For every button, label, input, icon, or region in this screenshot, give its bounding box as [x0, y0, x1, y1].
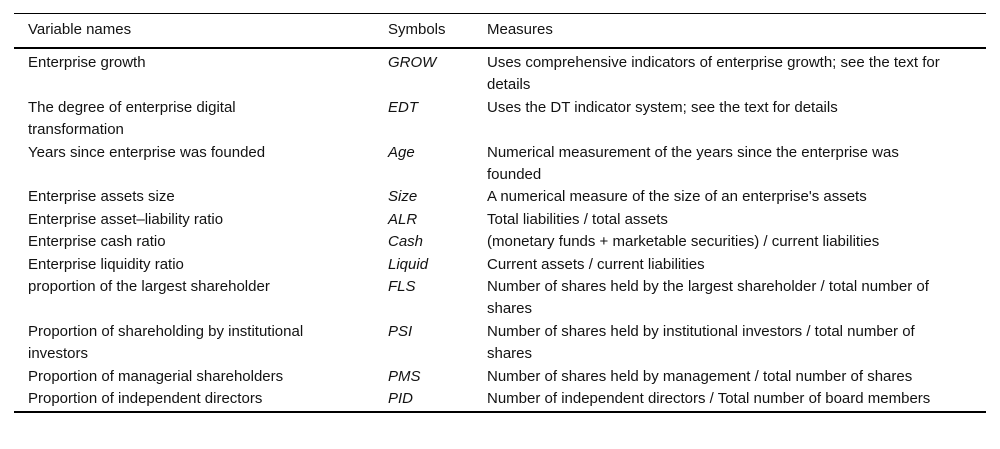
- column-header-variable-names: Variable names: [14, 13, 388, 49]
- measure-cell: Number of shares held by the largest sha…: [487, 278, 929, 318]
- table-row: Enterprise liquidity ratio Liquid Curren…: [14, 254, 986, 276]
- measure-cell: Uses comprehensive indicators of enterpr…: [487, 54, 940, 94]
- variable-name-cell: Enterprise liquidity ratio: [28, 255, 184, 273]
- variable-name-cell: Enterprise asset–liability ratio: [28, 210, 224, 228]
- table-body: Enterprise growth GROW Uses comprehensiv…: [14, 48, 986, 412]
- symbol-cell: EDT: [388, 98, 418, 116]
- variable-name-cell: Years since enterprise was founded: [28, 143, 266, 161]
- symbol-cell: ALR: [388, 210, 418, 228]
- variable-name-cell: Proportion of independent directors: [28, 390, 263, 408]
- variable-name-cell: Proportion of shareholding by institutio…: [28, 322, 304, 363]
- symbol-cell: PID: [388, 390, 414, 408]
- measure-cell: Number of independent directors / Total …: [487, 390, 931, 408]
- table-row: Enterprise assets size Size A numerical …: [14, 186, 986, 208]
- table-row: Proportion of managerial shareholders PM…: [14, 366, 986, 388]
- measure-cell: Number of shares held by institutional i…: [487, 322, 915, 363]
- symbol-cell: PSI: [388, 322, 413, 340]
- variable-name-cell: The degree of enterprise digital transfo…: [28, 98, 236, 139]
- variables-table-container: Variable names Symbols Measures Enterpri…: [14, 13, 986, 413]
- measure-cell: A numerical measure of the size of an en…: [487, 188, 867, 206]
- measure-cell: (monetary funds + marketable securities)…: [487, 233, 880, 251]
- variable-name-cell: Enterprise cash ratio: [28, 233, 166, 251]
- symbol-cell: FLS: [388, 278, 416, 296]
- table-header: Variable names Symbols Measures: [14, 13, 986, 49]
- symbol-cell: GROW: [388, 54, 437, 71]
- measure-cell: Total liabilities / total assets: [487, 210, 668, 228]
- column-header-symbols: Symbols: [388, 13, 487, 49]
- table-row: Enterprise growth GROW Uses comprehensiv…: [14, 48, 986, 97]
- variable-name-cell: Proportion of managerial shareholders: [28, 367, 284, 385]
- measure-cell: Current assets / current liabilities: [487, 255, 705, 273]
- table-row: The degree of enterprise digital transfo…: [14, 97, 986, 142]
- table-row: Proportion of shareholding by institutio…: [14, 321, 986, 366]
- measure-cell: Uses the DT indicator system; see the te…: [487, 98, 838, 116]
- column-header-measures: Measures: [487, 13, 986, 49]
- variables-table: Variable names Symbols Measures Enterpri…: [14, 13, 986, 413]
- symbol-cell: Liquid: [388, 255, 429, 273]
- table-row: Proportion of independent directors PID …: [14, 388, 986, 411]
- measure-cell: Number of shares held by management / to…: [487, 367, 913, 385]
- table-row: Years since enterprise was founded Age N…: [14, 142, 986, 187]
- table-row: Enterprise asset–liability ratio ALR Tot…: [14, 209, 986, 231]
- variable-name-cell: proportion of the largest shareholder: [28, 278, 270, 296]
- header-row: Variable names Symbols Measures: [14, 13, 986, 49]
- table-row: Enterprise cash ratio Cash (monetary fun…: [14, 231, 986, 253]
- table-row: proportion of the largest shareholder FL…: [14, 276, 986, 321]
- variable-name-cell: Enterprise assets size: [28, 188, 175, 206]
- symbol-cell: PMS: [388, 367, 421, 385]
- variable-name-cell: Enterprise growth: [28, 54, 146, 71]
- symbol-cell: Age: [388, 143, 415, 161]
- symbol-cell: Size: [388, 188, 418, 206]
- symbol-cell: Cash: [388, 233, 424, 251]
- measure-cell: Numerical measurement of the years since…: [487, 143, 899, 184]
